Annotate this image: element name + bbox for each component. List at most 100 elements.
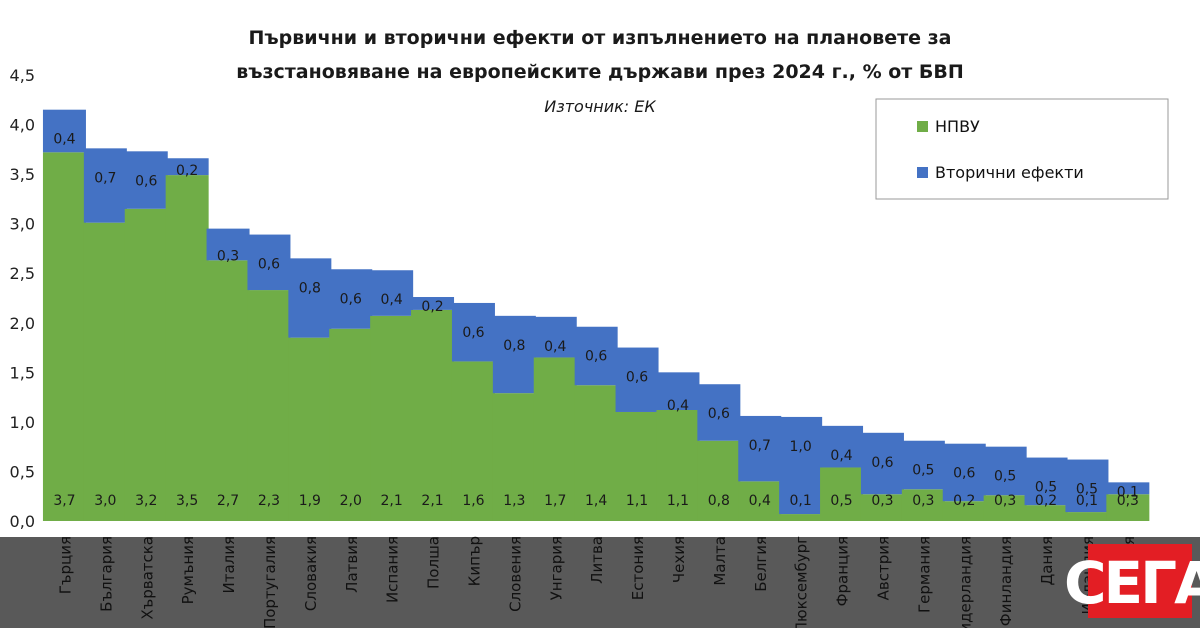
bar-secondary — [779, 416, 823, 515]
category-label: Германия — [915, 536, 933, 613]
bar-secondary — [124, 151, 168, 209]
y-tick-label: 2,0 — [10, 314, 35, 333]
data-label-secondary: 0,4 — [830, 448, 852, 464]
bar-secondary — [411, 297, 455, 310]
category-label: Латвия — [343, 536, 361, 593]
data-label-npvu: 0,4 — [749, 493, 771, 509]
bar-npvu — [247, 290, 291, 521]
data-label-npvu: 0,2 — [1035, 493, 1057, 509]
bar-secondary — [533, 316, 577, 358]
data-label-secondary: 1,0 — [790, 439, 812, 455]
bar-npvu — [942, 501, 986, 521]
y-tick-label: 0,5 — [10, 462, 35, 481]
category-label: Гърция — [56, 536, 74, 594]
data-label-npvu: 3,2 — [135, 493, 157, 509]
bar-npvu — [42, 152, 86, 521]
bar-secondary — [492, 315, 536, 394]
data-label-secondary: 0,3 — [217, 248, 239, 264]
data-label-secondary: 0,4 — [667, 398, 689, 414]
data-label-secondary: 0,7 — [749, 438, 771, 454]
category-label: Естония — [629, 536, 647, 600]
data-label-secondary: 0,2 — [176, 163, 198, 179]
bar-npvu — [83, 222, 127, 522]
bar-npvu — [983, 495, 1027, 521]
bar-npvu — [206, 260, 250, 521]
data-label-npvu: 0,2 — [953, 493, 975, 509]
data-label-secondary: 0,6 — [585, 349, 607, 365]
category-label: Белгия — [752, 536, 770, 592]
bar-npvu — [288, 337, 332, 521]
bar-npvu — [860, 494, 904, 521]
data-label-secondary: 0,8 — [503, 338, 525, 354]
bar-npvu — [697, 440, 741, 521]
category-label: Словения — [506, 536, 524, 612]
bar-secondary — [1106, 482, 1150, 495]
data-label-npvu: 0,3 — [994, 493, 1016, 509]
data-label-npvu: 1,7 — [544, 493, 566, 509]
bar-npvu — [820, 467, 864, 521]
legend-label-secondary: Вторични ефекти — [935, 163, 1084, 182]
bar-npvu — [574, 385, 618, 521]
bar-secondary — [1065, 459, 1109, 513]
category-label: Хърватска — [138, 536, 156, 620]
category-label: Австрия — [874, 536, 892, 600]
category-label: Кипър — [465, 536, 483, 586]
bar-npvu — [901, 489, 945, 521]
data-label-secondary: 0,2 — [421, 299, 443, 315]
data-label-npvu: 2,3 — [258, 493, 280, 509]
data-label-secondary: 0,6 — [258, 257, 280, 273]
bar-secondary — [820, 425, 864, 468]
bar-secondary — [574, 326, 618, 386]
chart-source: Източник: ЕК — [544, 97, 656, 116]
legend: НПВУ Вторични ефекти — [875, 98, 1169, 200]
category-label: Унгария — [547, 536, 565, 600]
data-label-npvu: 3,7 — [53, 493, 75, 509]
bar-secondary — [165, 158, 209, 176]
data-label-npvu: 2,7 — [217, 493, 239, 509]
data-label-npvu: 1,9 — [299, 493, 321, 509]
y-axis: 0,0 0,5 1,0 1,5 2,0 2,5 3,0 3,5 4,0 4,5 — [10, 66, 35, 531]
category-label: Литва — [588, 536, 606, 584]
data-label-npvu: 1,4 — [585, 493, 607, 509]
category-label: Португалия — [261, 536, 279, 628]
data-label-secondary: 0,6 — [871, 455, 893, 471]
bar-secondary — [983, 446, 1027, 496]
y-tick-label: 1,0 — [10, 413, 35, 432]
data-label-secondary: 0,6 — [626, 370, 648, 386]
data-label-secondary: 0,5 — [1076, 482, 1098, 498]
data-label-secondary: 0,6 — [953, 466, 975, 482]
bar-npvu — [1065, 512, 1109, 521]
data-label-secondary: 0,8 — [299, 280, 321, 296]
bar-npvu — [124, 208, 168, 522]
y-tick-label: 3,5 — [10, 165, 35, 184]
data-label-secondary: 0,6 — [135, 173, 157, 189]
y-tick-label: 1,5 — [10, 363, 35, 382]
bar-secondary — [83, 148, 127, 223]
data-label-secondary: 0,4 — [544, 339, 566, 355]
bar-secondary — [329, 269, 373, 329]
category-label: Чехия — [670, 536, 688, 583]
legend-box — [875, 98, 1169, 200]
logo-background — [1088, 544, 1192, 618]
data-label-secondary: 0,5 — [912, 463, 934, 479]
bar-labels: 0,4 3,7 0,7 3,0 0,6 3,2 0,2 3,5 0,3 2,7 0,6 2,3 0,8 1… — [53, 132, 1139, 509]
y-tick-label: 0,0 — [10, 512, 35, 531]
category-label: Испания — [384, 536, 402, 603]
bottom-band — [0, 537, 1200, 628]
data-label-npvu: 2,0 — [340, 493, 362, 509]
category-label: Малта — [711, 536, 729, 586]
data-label-npvu: 0,3 — [912, 493, 934, 509]
bar-npvu — [533, 357, 577, 521]
bar-npvu — [1024, 505, 1068, 521]
data-label-secondary: 0,6 — [462, 325, 484, 341]
data-label-npvu: 0,1 — [790, 493, 812, 509]
bars — [42, 109, 1150, 522]
data-label-npvu: 1,1 — [667, 493, 689, 509]
bar-secondary — [1024, 457, 1068, 506]
category-label: Финландия — [997, 536, 1015, 626]
category-label: Дания — [1038, 536, 1056, 586]
data-label-secondary: 0,6 — [708, 406, 730, 422]
data-label-secondary: 0,5 — [1035, 480, 1057, 496]
bar-secondary — [738, 415, 782, 482]
